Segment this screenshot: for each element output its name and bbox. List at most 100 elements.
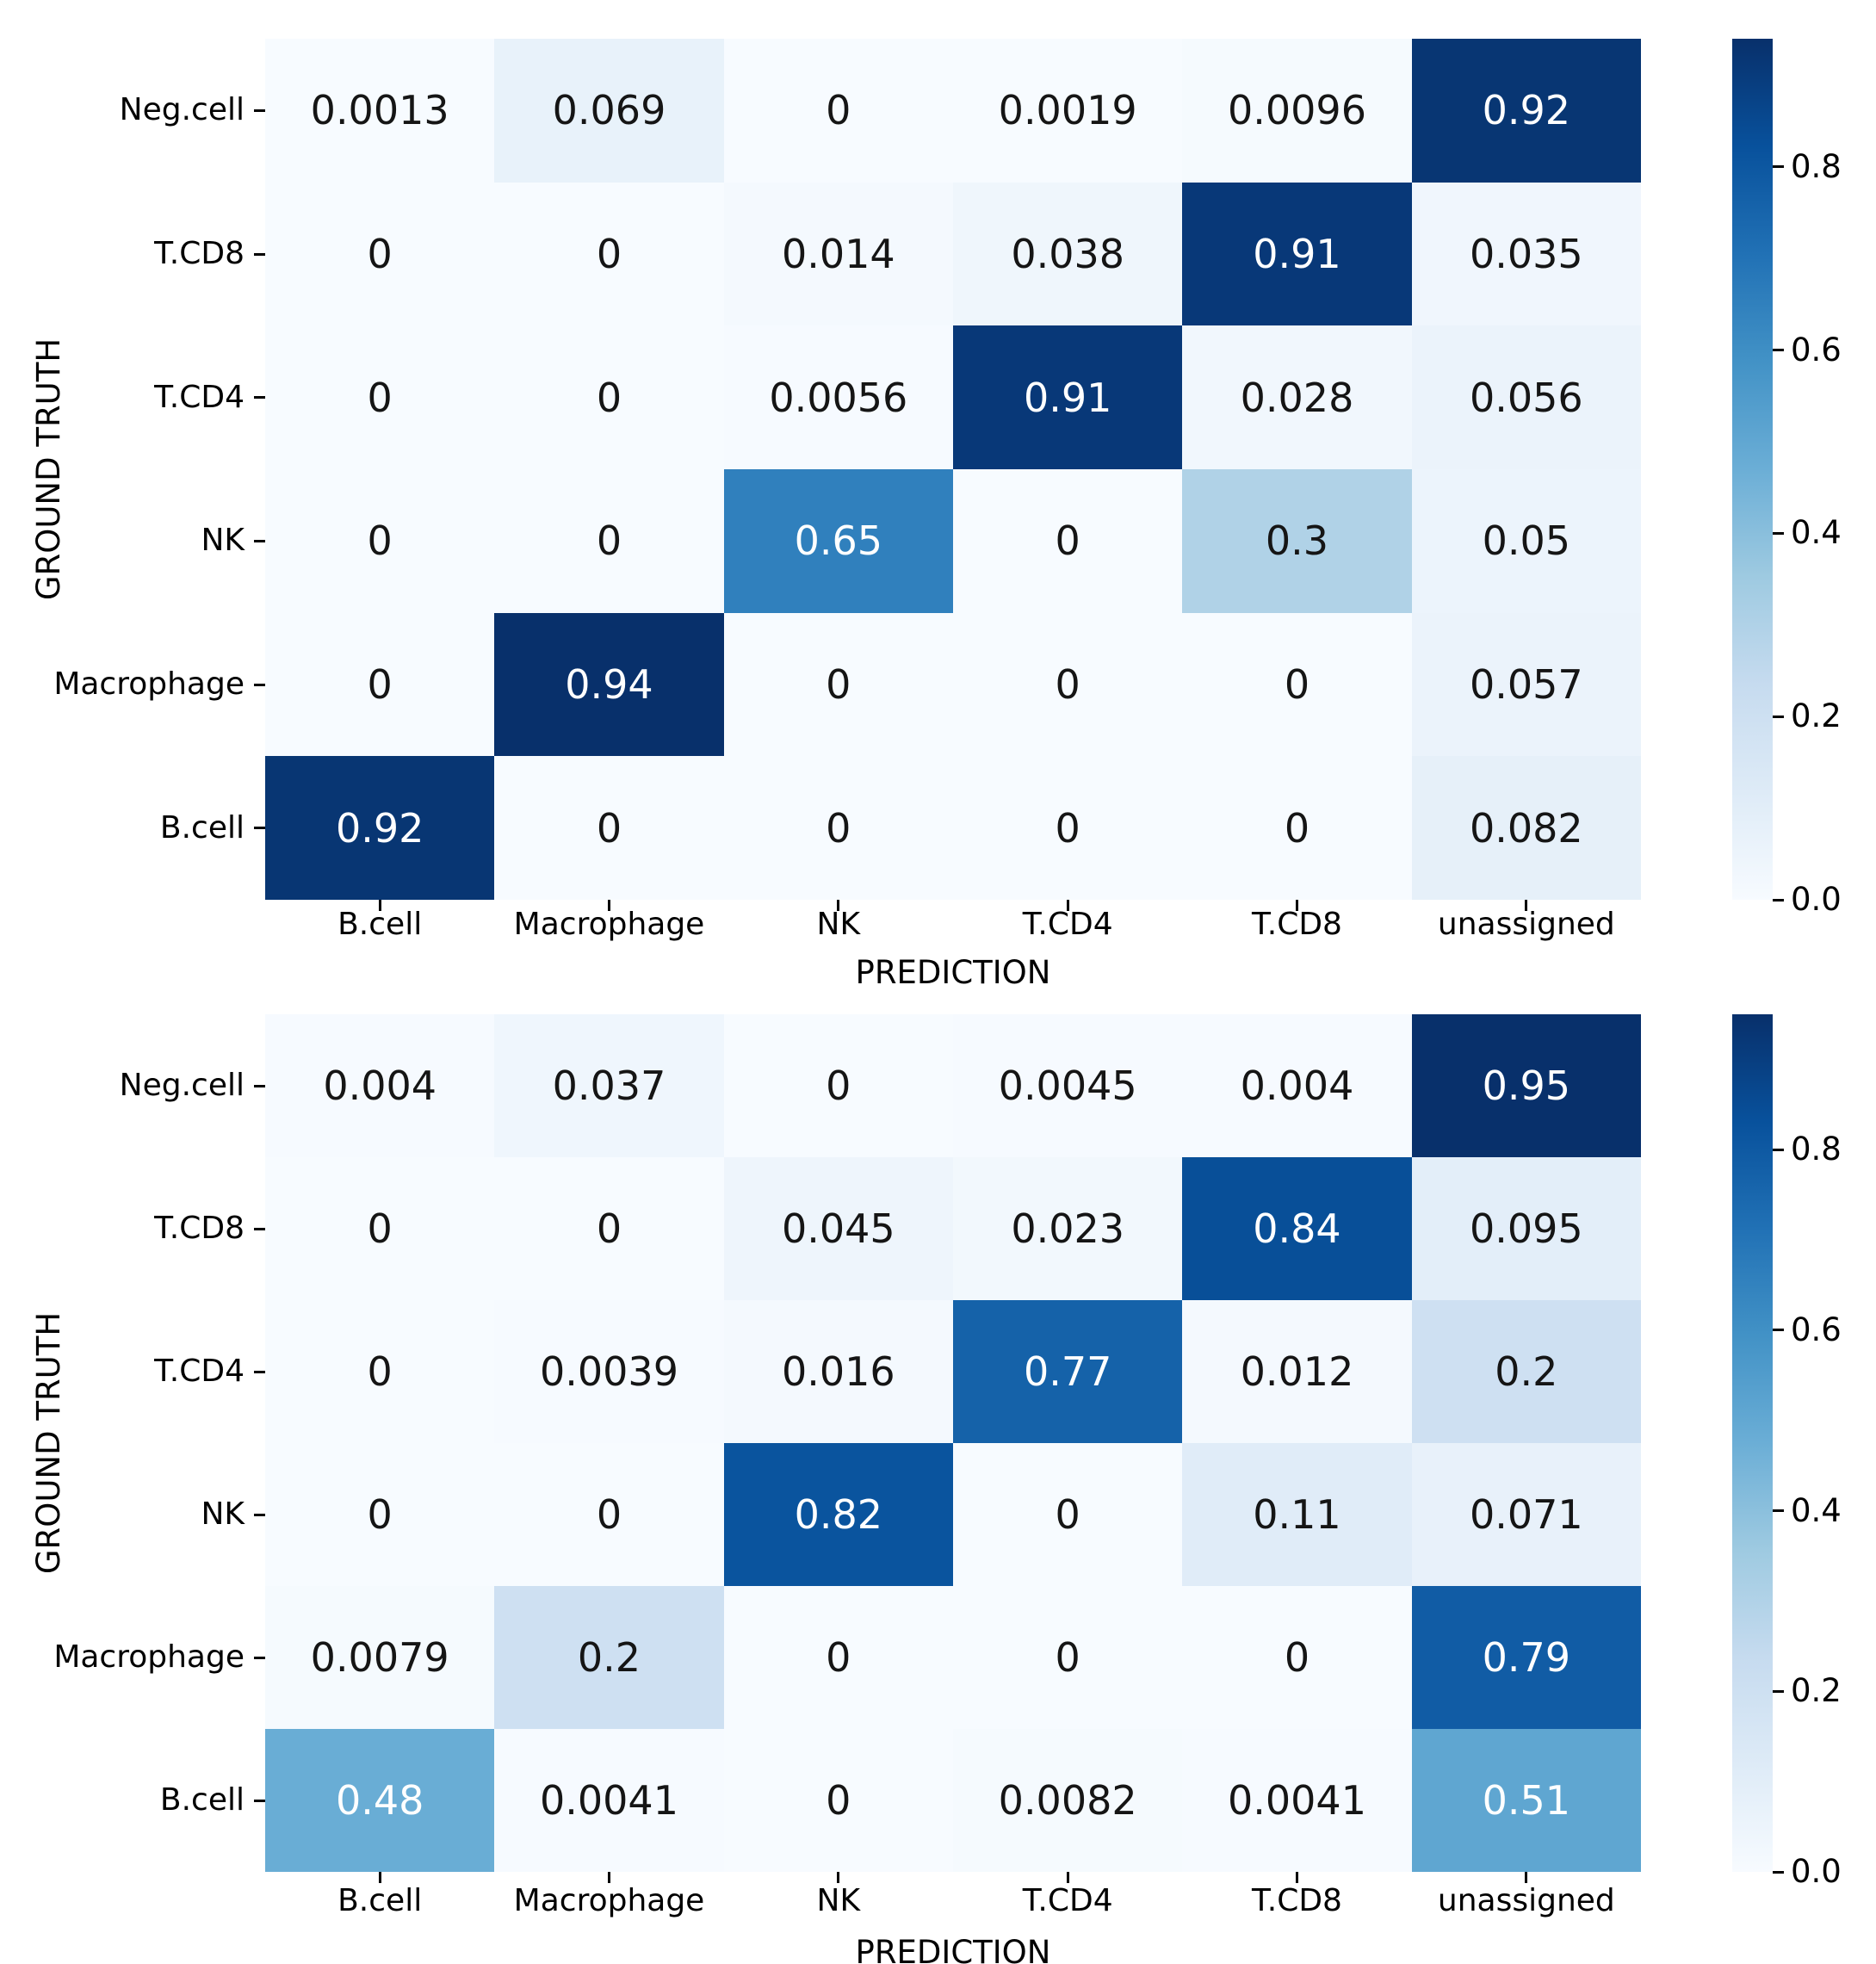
x-tick-label: NK bbox=[816, 1883, 861, 1918]
colorbar-tick-mark bbox=[1773, 715, 1784, 718]
colorbar-tick-mark bbox=[1773, 1329, 1784, 1332]
y-tick-mark bbox=[254, 827, 265, 830]
y-tick-mark bbox=[254, 1084, 265, 1087]
y-tick-mark bbox=[254, 1227, 265, 1230]
heatmap-cell: 0 bbox=[723, 39, 953, 183]
y-tick-label: B.cell bbox=[159, 809, 245, 846]
x-tick-mark bbox=[1296, 900, 1298, 911]
y-tick-mark bbox=[254, 1513, 265, 1516]
x-tick-label: unassigned bbox=[1437, 1883, 1615, 1918]
colorbar-tick-mark bbox=[1773, 1148, 1784, 1151]
y-tick-label: Neg.cell bbox=[119, 92, 245, 128]
heatmap-cell: 0 bbox=[494, 469, 724, 613]
x-tick-mark bbox=[837, 900, 840, 911]
x-tick-label: B.cell bbox=[337, 907, 423, 942]
x-tick-label: unassigned bbox=[1437, 907, 1615, 942]
heatmap-cell: 0.82 bbox=[723, 1443, 953, 1586]
y-tick-label: T.CD4 bbox=[154, 1354, 245, 1389]
y-tick-label: Macrophage bbox=[53, 666, 245, 702]
x-tick-mark bbox=[1525, 1872, 1528, 1883]
heatmap-cell: 0.095 bbox=[1411, 1157, 1641, 1300]
y-tick-mark bbox=[254, 1370, 265, 1373]
heatmap-cell: 0.014 bbox=[723, 182, 953, 326]
heatmap-cell: 0.2 bbox=[1411, 1300, 1641, 1443]
heatmap-cell: 0 bbox=[723, 1586, 953, 1729]
heatmap-cell: 0.057 bbox=[1411, 612, 1641, 757]
heatmap-cell: 0 bbox=[265, 1300, 495, 1443]
x-tick-label: T.CD4 bbox=[1022, 1883, 1113, 1918]
colorbar-tick-mark bbox=[1773, 1870, 1784, 1874]
heatmap-cell: 0.0041 bbox=[1182, 1729, 1412, 1872]
heatmap-cell: 0.0013 bbox=[265, 39, 495, 183]
heatmap-cell: 0 bbox=[265, 1443, 495, 1586]
heatmap-cell: 0 bbox=[953, 1586, 1183, 1729]
heatmap-cell: 0.0041 bbox=[494, 1729, 724, 1872]
y-tick-label: Neg.cell bbox=[119, 1068, 245, 1103]
y-tick-label: T.CD8 bbox=[154, 1211, 245, 1246]
heatmap-cell: 0.84 bbox=[1182, 1157, 1412, 1300]
heatmap-cell: 0 bbox=[265, 1157, 495, 1300]
x-tick-label: T.CD8 bbox=[1252, 907, 1342, 942]
y-tick-label: B.cell bbox=[159, 1782, 245, 1818]
x-tick-mark bbox=[378, 1872, 381, 1883]
heatmap-cell: 0.082 bbox=[1411, 756, 1641, 900]
heatmap-cell: 0 bbox=[723, 756, 953, 900]
heatmap-cell: 0.0096 bbox=[1182, 39, 1412, 183]
heatmap-cell: 0 bbox=[494, 182, 724, 326]
heatmap-cell: 0 bbox=[723, 1014, 953, 1157]
colorbar bbox=[1732, 39, 1773, 900]
heatmap-cell: 0.028 bbox=[1182, 325, 1412, 469]
x-tick-label: B.cell bbox=[337, 1883, 423, 1918]
x-tick-label: T.CD4 bbox=[1022, 907, 1113, 942]
colorbar-tick-label: 0.6 bbox=[1791, 331, 1842, 369]
colorbar-tick-mark bbox=[1773, 165, 1784, 169]
heatmap-cell: 0.2 bbox=[494, 1586, 724, 1729]
x-axis-title: PREDICTION bbox=[855, 954, 1051, 991]
colorbar-tick-mark bbox=[1773, 1689, 1784, 1693]
colorbar bbox=[1732, 1014, 1773, 1872]
y-tick-mark bbox=[254, 108, 265, 112]
heatmap-cell: 0 bbox=[953, 756, 1183, 900]
heatmap-cell: 0.0019 bbox=[953, 39, 1183, 183]
heatmap-cell: 0 bbox=[494, 1443, 724, 1586]
heatmap-cell: 0 bbox=[494, 1157, 724, 1300]
heatmap-cell: 0.95 bbox=[1411, 1014, 1641, 1157]
heatmap-cell: 0 bbox=[1182, 612, 1412, 757]
heatmap-cell: 0.94 bbox=[494, 612, 724, 757]
heatmap-cell: 0 bbox=[494, 325, 724, 469]
y-tick-label: Macrophage bbox=[53, 1639, 245, 1675]
colorbar-tick-label: 0.0 bbox=[1791, 881, 1842, 918]
heatmap-cell: 0.05 bbox=[1411, 469, 1641, 613]
heatmap-cell: 0.0056 bbox=[723, 325, 953, 469]
y-tick-mark bbox=[254, 396, 265, 400]
colorbar-tick-label: 0.8 bbox=[1791, 147, 1842, 185]
heatmap-cell: 0 bbox=[265, 325, 495, 469]
heatmap-cell: 0.79 bbox=[1411, 1586, 1641, 1729]
heatmap-cell: 0.069 bbox=[494, 39, 724, 183]
colorbar-tick-mark bbox=[1773, 1509, 1784, 1513]
heatmap-cell: 0 bbox=[494, 756, 724, 900]
heatmap-cell: 0.045 bbox=[723, 1157, 953, 1300]
heatmap-cell: 0.65 bbox=[723, 469, 953, 613]
colorbar-tick-label: 0.2 bbox=[1791, 697, 1842, 735]
y-tick-label: T.CD8 bbox=[154, 236, 245, 271]
heatmap-cell: 0 bbox=[265, 612, 495, 757]
heatmap-cell: 0.035 bbox=[1411, 182, 1641, 326]
heatmap-cell: 0 bbox=[953, 612, 1183, 757]
heatmap-cell: 0 bbox=[953, 469, 1183, 613]
colorbar-tick-label: 0.6 bbox=[1791, 1310, 1842, 1348]
colorbar-tick-label: 0.0 bbox=[1791, 1853, 1842, 1890]
heatmap-cell: 0.48 bbox=[265, 1729, 495, 1872]
heatmap-cell: 0 bbox=[953, 1443, 1183, 1586]
colorbar-tick-mark bbox=[1773, 349, 1784, 352]
heatmap-cell: 0.0039 bbox=[494, 1300, 724, 1443]
y-tick-mark bbox=[254, 252, 265, 256]
heatmap-cell: 0.11 bbox=[1182, 1443, 1412, 1586]
heatmap-cell: 0.0082 bbox=[953, 1729, 1183, 1872]
y-tick-label: NK bbox=[201, 523, 245, 559]
heatmap-cell: 0.0045 bbox=[953, 1014, 1183, 1157]
y-axis-title: GROUND TRUTH bbox=[30, 338, 67, 601]
heatmap-cell: 0.91 bbox=[1182, 182, 1412, 326]
x-tick-mark bbox=[837, 1872, 840, 1883]
heatmap-cell: 0 bbox=[1182, 1586, 1412, 1729]
